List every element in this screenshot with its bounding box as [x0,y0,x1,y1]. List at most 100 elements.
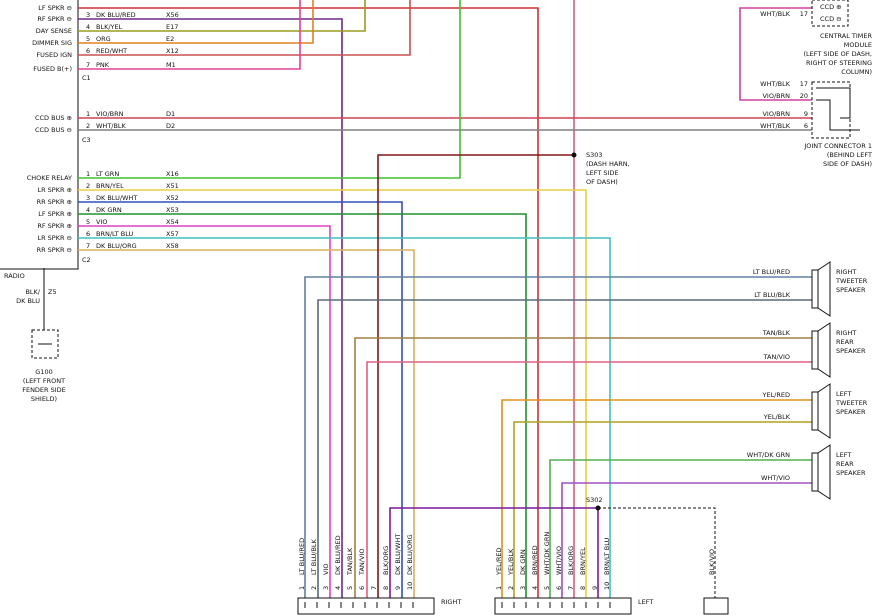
label: SPEAKER [836,347,866,355]
label: YEL/RED [761,391,790,399]
labels: LF SPKR ⊖ RF SPKR ⊖ 3 DK BLU/RED X56 DAY SENS… [4,3,872,608]
label: BLK/YEL [96,23,123,31]
label: (BEHIND LEFT [827,151,872,159]
label: X12 [166,47,179,55]
label: FUSED IGN [36,51,72,59]
label: LEFT [836,390,851,398]
label: BRN/LT BLU [96,230,134,238]
label: YEL/RED [495,547,503,576]
label: 8 [579,586,587,590]
wire [377,154,574,598]
speaker-icons [811,261,831,500]
wire [78,0,314,44]
wire [78,237,611,598]
label: Z5 [48,288,57,296]
label: BRN/YEL [96,182,124,190]
label: LF SPKR ⊕ [38,210,72,218]
wire [78,0,301,70]
label: 6 [86,230,90,238]
joint-bus [816,99,860,131]
label: X51 [166,182,179,190]
label: VIO [322,564,330,575]
label: RIGHT [441,598,461,606]
label: DK BLU/WHT [394,534,402,575]
joint-bus [816,87,851,119]
connector-box [703,597,729,615]
label: BRN/RED [531,545,539,575]
label: BLK/ORG [567,546,575,575]
wire [317,299,812,598]
label: LT BLU/RED [298,538,306,575]
label: COLUMN) [841,68,872,76]
wire [78,225,331,598]
label: VIO/BRN [762,92,790,100]
label: VIO [96,218,107,226]
label: 3 [322,586,330,590]
label: WHT/BLK [760,10,791,18]
label: LEFT [638,598,653,606]
label: 9 [804,110,808,118]
label: C3 [82,136,91,144]
wire [561,482,812,598]
ground-box [31,329,59,359]
wire [78,213,527,598]
label: TAN/BLK [762,329,791,337]
wire [739,7,812,101]
wire [389,507,599,598]
label: YEL/BLK [763,413,791,421]
label: SHIELD) [31,395,57,403]
label: 20 [800,92,808,100]
label: 7 [86,61,90,69]
label: 6 [555,586,563,590]
label: 2 [310,586,318,590]
label: BLK/ORG [382,546,390,575]
label: DK BLU [16,297,40,305]
label: 2 [507,586,515,590]
wire [78,189,587,598]
radio-box [0,0,79,270]
wire [366,361,812,598]
label: SPEAKER [836,286,866,294]
label: RIGHT [836,268,856,276]
connector-box [297,597,435,615]
label: LT BLU/RED [753,268,790,276]
label: 7 [567,586,575,590]
label: BRN/LT BLU [603,537,611,575]
label: M1 [166,61,176,69]
connector-box [494,597,632,615]
wire [78,201,403,598]
label: E2 [166,35,174,43]
label: (DASH HARN, [586,160,630,168]
label: SPEAKER [836,408,866,416]
label: (LEFT SIDE OF DASH, [804,50,873,58]
wire [78,0,366,32]
label: LT BLU/BLK [754,291,791,299]
label: LT GRN [96,170,119,178]
label: DK BLU/ORG [406,534,414,575]
ctm-box [811,0,849,27]
label: VIO/BRN [96,110,124,118]
label: LT BLU/BLK [310,538,318,575]
label: 6 [358,586,366,590]
label: LR SPKR ⊖ [37,234,72,242]
label: 17 [800,10,808,18]
label: RR SPKR ⊖ [37,246,72,254]
label: 1 [298,586,306,590]
label: CCD ⊕ [820,3,842,11]
label: WHT/BLK [760,122,791,130]
label: WHT/BLK [96,122,127,130]
label: SIDE OF DASH) [823,160,872,168]
label: 5 [543,586,551,590]
label: 4 [334,586,342,590]
wire [513,421,812,598]
label: WHT/VIO [555,546,563,575]
label: 4 [86,23,90,31]
label: SPEAKER [836,469,866,477]
label: CCD BUS ⊖ [35,126,72,134]
label: 8 [382,586,390,590]
label: 17 [800,80,808,88]
label: 4 [531,586,539,590]
label: CCD ⊖ [820,15,842,23]
label: TWEETER [835,399,868,407]
label: DK GRN [96,206,122,214]
